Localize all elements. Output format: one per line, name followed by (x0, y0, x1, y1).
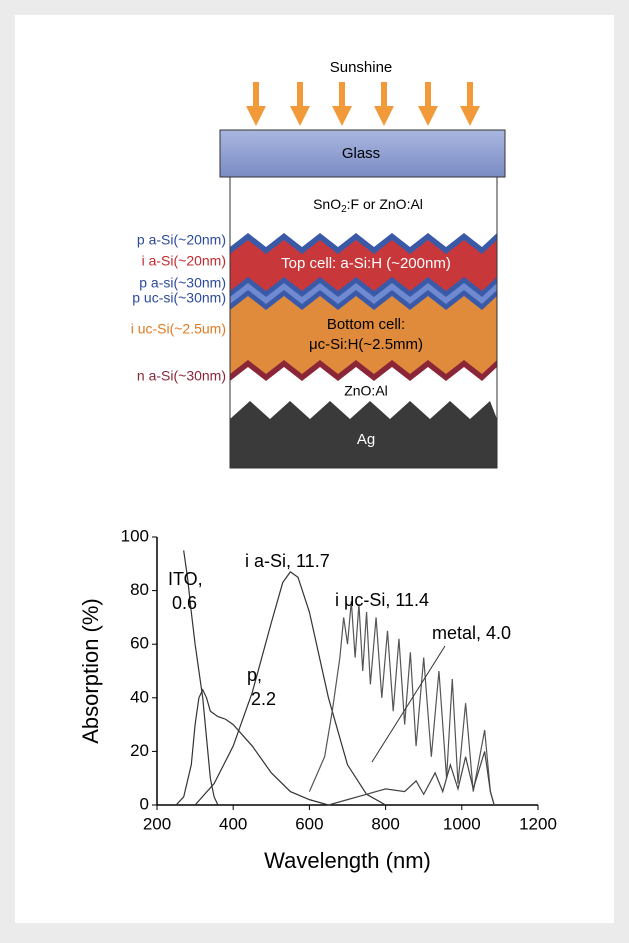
metal (230, 401, 497, 468)
sun-arrow-shaft (339, 82, 345, 108)
layer-label: i uc-Si(~2.5um) (131, 321, 226, 337)
sun-arrow-shaft (297, 82, 303, 108)
x-tick-label: 600 (295, 814, 323, 833)
sun-arrow-head (460, 106, 480, 126)
layer-label: n a-Si(~30nm) (137, 368, 226, 384)
curve-annotation: ITO, (168, 569, 203, 589)
x-tick-label: 400 (219, 814, 247, 833)
y-tick-label: 100 (121, 526, 149, 545)
sun-arrow-head (374, 106, 394, 126)
sun-arrow-head (290, 106, 310, 126)
y-tick-label: 40 (130, 687, 149, 706)
back-tco-label: ZnO:Al (344, 383, 388, 399)
x-tick-label: 1200 (519, 814, 557, 833)
glass-label: Glass (342, 145, 380, 162)
sun-arrow-shaft (467, 82, 473, 108)
sun-arrow-head (332, 106, 352, 126)
layer-label: p a-si(~30nm) (139, 275, 226, 291)
curve-annotation: metal, 4.0 (432, 623, 511, 643)
x-axis-title: Wavelength (nm) (264, 848, 431, 873)
sun-arrow-shaft (381, 82, 387, 108)
bottom-cell-label: μc-Si:H(~2.5mm) (309, 336, 423, 353)
y-tick-label: 80 (130, 580, 149, 599)
tco-part: :F or ZnO:Al (347, 196, 423, 212)
sun-arrow-head (246, 106, 266, 126)
sunshine-label: Sunshine (330, 59, 393, 76)
absorption-line (328, 751, 495, 806)
absorption-line (194, 571, 386, 806)
absorption-line (175, 688, 329, 806)
tco-part: 2 (341, 204, 347, 215)
annotation-pointer (371, 645, 446, 763)
layer-label: p a-Si(~20nm) (137, 232, 226, 248)
tco-part: SnO (313, 196, 341, 212)
bottom-cell-label: Bottom cell: (327, 316, 405, 333)
metal-label: Ag (357, 431, 375, 448)
layer-label: p uc-si(~30nm) (132, 290, 226, 306)
sun-arrow-shaft (253, 82, 259, 108)
sun-arrow-head (418, 106, 438, 126)
chart: 0 20 40 60 80 100 200 400 600 800 1000 1200 Waveleng… (78, 526, 557, 872)
y-tick-label: 0 (140, 794, 149, 813)
curve-annotation: i a-Si, 11.7 (245, 551, 330, 571)
diagram: Sunshine Glass SnO2:F or ZnO:Al Top cell: a… (131, 59, 506, 469)
tco-label: SnO2:F or ZnO:Al (313, 196, 423, 215)
cell-outline (229, 176, 498, 469)
layer-label: i a-Si(~20nm) (142, 253, 226, 269)
x-tick-label: 200 (143, 814, 171, 833)
curve-annotation: p, (247, 665, 262, 685)
curve-annotation: i μc-Si, 11.4 (335, 590, 429, 610)
x-tick-label: 800 (371, 814, 399, 833)
x-tick-label: 1000 (443, 814, 481, 833)
absorption-line (183, 550, 219, 806)
curve-annotation: 2.2 (251, 689, 276, 709)
top-cell-label: Top cell: a-Si:H (~200nm) (281, 255, 451, 272)
curve-annotation: 0.6 (172, 593, 197, 613)
absorption-line (308, 601, 495, 806)
y-axis-title: Absorption (%) (78, 598, 103, 744)
sun-arrow-shaft (425, 82, 431, 108)
glass (219, 129, 506, 178)
y-tick-label: 60 (130, 634, 149, 653)
y-tick-label: 20 (130, 741, 149, 760)
